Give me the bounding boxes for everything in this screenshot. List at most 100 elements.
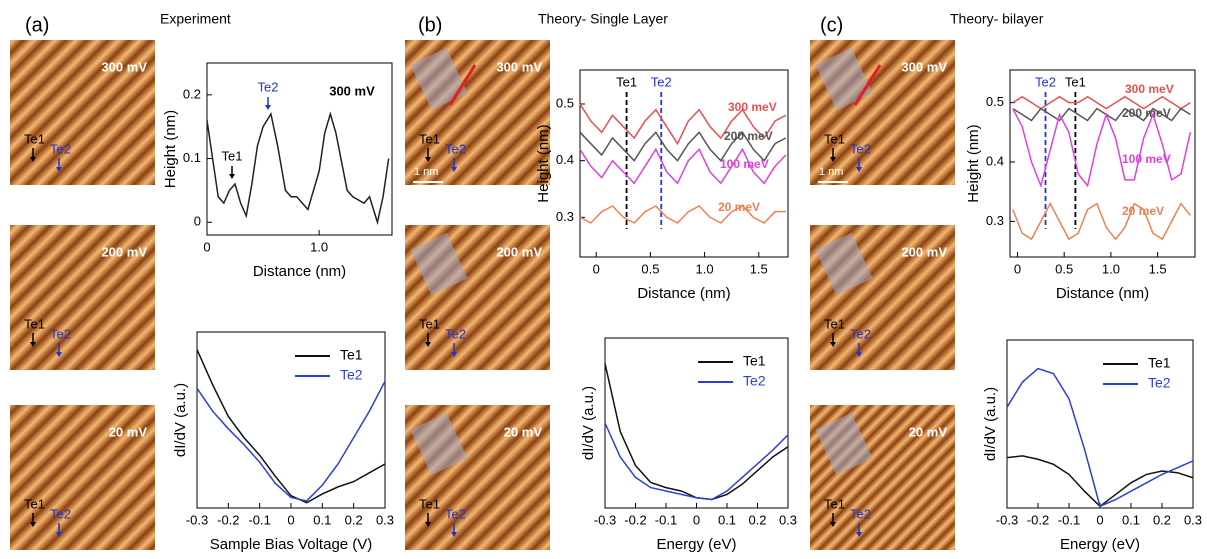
plot-frame	[206, 62, 393, 236]
x-tick-label: -0.2	[1027, 512, 1049, 527]
y-tick-label: 0.5	[986, 94, 1004, 109]
x-tick-label: 0.3	[779, 512, 797, 527]
data-line	[579, 131, 787, 162]
data-line	[196, 349, 386, 504]
atom-marker-label: Te2	[1035, 74, 1056, 89]
data-line	[196, 380, 386, 502]
data-line	[1012, 95, 1191, 110]
atom-label: Te2	[850, 506, 871, 521]
x-tick-label: -0.3	[186, 512, 208, 527]
cut-line	[448, 64, 477, 106]
x-tick-label: 1.0	[1102, 261, 1120, 276]
bias-label: 300 mV	[101, 59, 147, 74]
series-label: 200 meV	[724, 129, 773, 143]
bias-label: 300 mV	[496, 59, 542, 74]
data-line	[1006, 455, 1194, 508]
plot-frame	[579, 69, 789, 258]
x-tick-label: 0	[1014, 261, 1021, 276]
series-label: 200 meV	[1122, 106, 1171, 120]
structure-inset	[410, 232, 468, 296]
structure-inset	[815, 232, 873, 296]
atom-marker-label: Te2	[651, 74, 672, 89]
y-tick-label: 0.3	[986, 213, 1004, 228]
x-tick-label: 1.5	[750, 261, 768, 276]
plot-frame	[1009, 69, 1196, 258]
series-label: 20 meV	[1122, 204, 1164, 218]
panel-label: (c)	[820, 14, 843, 36]
x-tick-label: 0.2	[1153, 512, 1171, 527]
y-axis-label: dI/dV (a.u.)	[982, 387, 999, 461]
data-line	[1012, 108, 1192, 189]
series-label: 300 meV	[1125, 82, 1174, 96]
atom-label: Te2	[445, 141, 466, 156]
atom-arrowhead	[856, 167, 862, 172]
atom-label: Te2	[445, 506, 466, 521]
atom-arrowhead	[56, 352, 62, 357]
x-axis-label: Energy (eV)	[1060, 536, 1140, 553]
bias-label: 200 mV	[901, 244, 947, 259]
panel-title: Theory- Single Layer	[538, 11, 668, 27]
atom-label: Te1	[24, 496, 45, 511]
atom-label: Te1	[419, 496, 440, 511]
x-tick-label: -0.3	[996, 512, 1018, 527]
legend-label: Te1	[1148, 355, 1171, 371]
panel-title: Theory- bilayer	[950, 11, 1044, 27]
y-tick-label: 0	[194, 214, 201, 229]
legend-label: Te2	[743, 373, 766, 389]
x-axis-label: Sample Bias Voltage (V)	[210, 536, 373, 553]
x-tick-label: 0	[593, 261, 600, 276]
atom-label: Te2	[850, 141, 871, 156]
atom-arrowhead	[56, 532, 62, 537]
atom-arrowhead	[30, 342, 36, 347]
atom-label: Te1	[419, 316, 440, 331]
scale-label: 1 nm	[414, 166, 438, 178]
series-label: 100 meV	[1122, 152, 1171, 166]
atom-label: Te2	[50, 326, 71, 341]
bias-label: 300 mV	[901, 59, 947, 74]
atom-marker-label: Te1	[1065, 74, 1086, 89]
y-axis-label: Height (nm)	[965, 124, 982, 202]
scale-label: 1 nm	[819, 166, 843, 178]
x-axis-label: Distance (nm)	[253, 263, 346, 280]
structure-inset	[815, 47, 873, 111]
atom-label: Te1	[419, 131, 440, 146]
x-tick-label: 0.1	[1122, 512, 1140, 527]
y-tick-label: 0.5	[556, 95, 574, 110]
x-tick-label: 0	[1096, 512, 1103, 527]
data-line	[579, 205, 786, 224]
x-tick-label: -0.2	[217, 512, 239, 527]
panel-title: Experiment	[160, 11, 231, 27]
x-tick-label: 0.3	[1184, 512, 1202, 527]
atom-label: Te2	[50, 506, 71, 521]
data-line	[579, 147, 787, 185]
y-axis-label: Height (nm)	[535, 124, 552, 202]
series-label: 100 meV	[720, 157, 769, 171]
atom-label: Te1	[24, 131, 45, 146]
x-tick-label: 0.2	[748, 512, 766, 527]
bias-label: 20 mV	[504, 424, 543, 439]
x-tick-label: 1.5	[1149, 261, 1167, 276]
x-tick-label: 0	[287, 512, 294, 527]
x-tick-label: -0.1	[1058, 512, 1080, 527]
atom-arrowhead	[451, 532, 457, 537]
x-tick-label: 0	[693, 512, 700, 527]
panel-label: (b)	[418, 14, 442, 36]
legend-label: Te1	[340, 347, 363, 363]
x-axis-label: Distance (nm)	[1056, 285, 1149, 302]
data-line	[604, 422, 789, 501]
legend-label: Te2	[1148, 375, 1171, 391]
y-axis-label: dI/dV (a.u.)	[580, 386, 597, 460]
legend-label: Te1	[743, 353, 766, 369]
bias-label: 200 mV	[496, 244, 542, 259]
stm-image	[10, 225, 155, 370]
y-axis-label: dI/dV (a.u.)	[172, 383, 189, 457]
legend-label: Te2	[340, 367, 363, 383]
structure-inset	[410, 47, 468, 111]
panel-label: (a)	[25, 14, 49, 36]
annotation: Te2	[258, 79, 279, 94]
atom-arrowhead	[830, 522, 836, 527]
annotation-arrowhead	[229, 174, 235, 179]
structure-inset	[410, 412, 468, 476]
atom-arrowhead	[451, 352, 457, 357]
atom-label: Te1	[24, 316, 45, 331]
